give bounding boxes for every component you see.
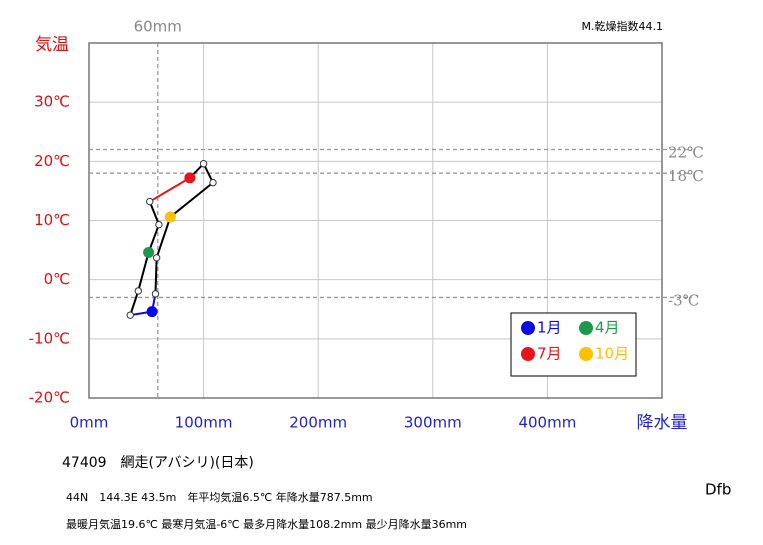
month-point	[155, 220, 163, 229]
climate-segment	[137, 252, 150, 292]
climate-segment	[155, 216, 172, 259]
legend-marker	[521, 347, 535, 361]
plot-border	[88, 42, 663, 399]
month-point	[199, 160, 208, 168]
y-tick-label: -10℃	[29, 329, 70, 347]
reference-label: -3℃	[668, 291, 699, 309]
x-tick-label: 400mm	[518, 414, 576, 432]
x-tick-label: 100mm	[175, 414, 233, 432]
x-axis-label: 降水量	[637, 413, 688, 433]
reference-label: 22℃	[668, 144, 704, 162]
x-tick-label: 0mm	[70, 414, 109, 432]
month-point	[146, 197, 154, 206]
month-point	[146, 306, 158, 318]
month-point	[151, 290, 160, 298]
legend-marker	[521, 321, 535, 335]
climate-segment	[154, 257, 158, 294]
climate-segment	[169, 181, 214, 218]
station-name: 47409 網走(アバシリ)(日本)	[62, 455, 254, 471]
climate-class: Dfb	[705, 481, 731, 499]
y-tick-label: 20℃	[34, 152, 70, 170]
month-point	[143, 246, 155, 258]
climate-segment	[149, 177, 191, 203]
legend-label: 1月	[537, 319, 562, 337]
y-tick-label: -20℃	[29, 389, 70, 407]
reference-label: 60mm	[134, 18, 182, 36]
x-tick-label: 200mm	[289, 414, 347, 432]
month-point	[126, 311, 134, 319]
legend-marker	[579, 321, 593, 335]
legend-marker	[579, 347, 593, 361]
info-line: 44N 144.3E 43.5m 年平均気温6.5℃ 年降水量787.5mm	[66, 490, 373, 504]
month-point	[164, 211, 176, 223]
climate-segment	[148, 201, 160, 226]
climate-segment	[129, 290, 140, 316]
info-line: 最暖月気温19.6℃ 最寒月気温-6℃ 最多月降水量108.2mm 最少月降水量…	[66, 517, 467, 531]
x-tick-label: 300mm	[404, 414, 462, 432]
y-tick-label: 0℃	[44, 270, 70, 288]
dryness-index: M.乾燥指数44.1	[582, 19, 663, 33]
y-tick-label: 30℃	[34, 93, 70, 111]
month-point	[184, 172, 196, 184]
month-point	[209, 178, 217, 187]
legend-label: 4月	[595, 319, 620, 337]
y-axis-label: 気温	[35, 35, 69, 55]
y-tick-label: 10℃	[34, 211, 70, 229]
legend-label: 7月	[537, 345, 562, 363]
month-point	[152, 254, 161, 262]
reference-label: 18℃	[668, 167, 704, 185]
month-point	[134, 287, 142, 295]
legend-label: 10月	[595, 345, 629, 363]
